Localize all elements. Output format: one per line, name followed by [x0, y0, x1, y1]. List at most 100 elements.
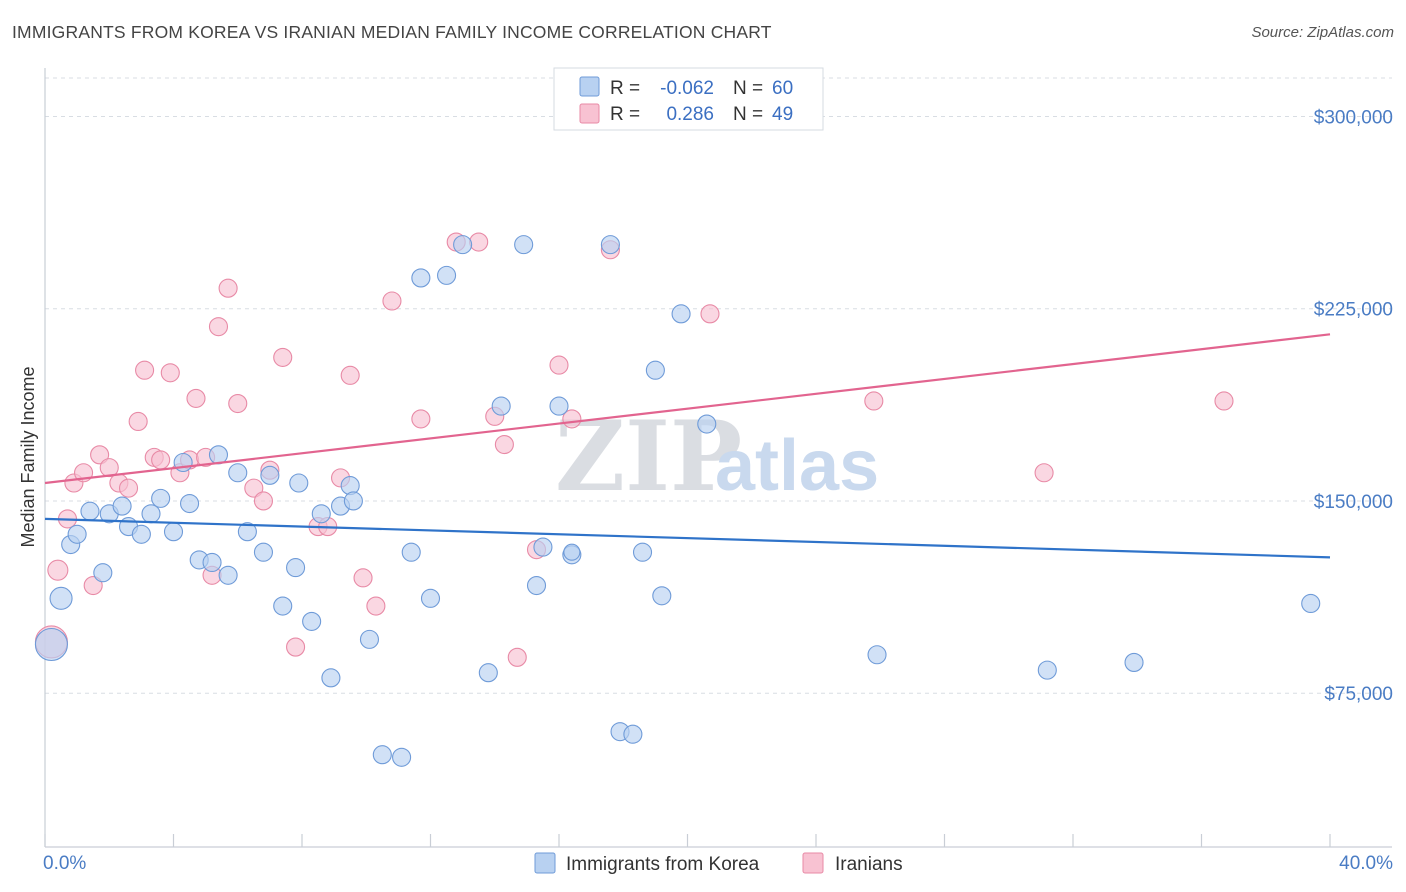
axes — [44, 68, 1392, 848]
iranians-point — [118, 478, 139, 498]
iranians-point — [469, 232, 489, 252]
iranians-point — [1214, 391, 1234, 411]
korea-point — [80, 501, 100, 521]
korea-point — [343, 491, 363, 511]
korea-point — [453, 235, 473, 255]
korea-point — [151, 488, 171, 508]
korea-point — [286, 558, 306, 578]
legend-r-label-korea: R = — [610, 78, 640, 99]
iranians-point — [160, 363, 180, 383]
korea-point — [228, 463, 248, 483]
legend-r-value-korea: -0.062 — [660, 78, 714, 99]
korea-point — [600, 235, 620, 255]
iranians-point — [340, 365, 360, 385]
korea-point — [289, 473, 309, 493]
trend-lines — [44, 333, 1331, 559]
iranians-point — [83, 575, 103, 596]
iranians-point — [382, 291, 402, 311]
watermark-atlas: atlas — [715, 426, 879, 506]
grid-lines — [45, 77, 1392, 694]
x-tick-label-max: 40.0% — [1339, 853, 1393, 874]
korea-point — [93, 563, 113, 583]
korea-point — [491, 396, 511, 416]
korea-point — [697, 414, 717, 434]
iranians-point — [228, 393, 248, 414]
y-tick-label: $150,000 — [1314, 492, 1393, 513]
korea-point — [478, 663, 498, 683]
legend-r-value-iranians: 0.286 — [666, 104, 714, 125]
korea-point — [202, 552, 222, 573]
legend-n-value-korea: 60 — [772, 78, 793, 99]
korea-point — [311, 504, 331, 524]
iranians-point — [151, 450, 171, 470]
iranians-point — [90, 445, 110, 465]
korea-point — [632, 542, 653, 562]
legend-r-label-iranians: R = — [610, 104, 640, 125]
iranians-point — [218, 278, 238, 298]
korea-point — [671, 304, 691, 324]
korea-point — [514, 235, 534, 255]
korea-point — [645, 360, 665, 380]
korea-point — [549, 396, 569, 416]
korea-point — [526, 575, 547, 596]
korea-point — [218, 565, 238, 585]
korea-point — [563, 543, 581, 561]
iranians-point — [47, 559, 69, 581]
korea-point — [1037, 660, 1057, 680]
iranians-point — [353, 568, 373, 588]
y-tick-labels: $75,000 $150,000 $225,000 $300,000 — [1314, 107, 1393, 705]
iranians-point — [507, 647, 527, 667]
korea-trend-line — [44, 517, 1331, 559]
korea-point — [401, 542, 421, 562]
y-tick-label: $75,000 — [1324, 684, 1393, 705]
korea-point — [163, 522, 184, 542]
x-tick-label-min: 0.0% — [43, 853, 86, 874]
legend-bottom: Immigrants from Korea Iranians — [534, 852, 903, 875]
iranians-point — [411, 409, 431, 429]
legend-top: R = -0.062 N = 60 R = 0.286 N = 49 — [553, 67, 824, 131]
korea-point — [273, 596, 293, 616]
iranians-point — [1034, 463, 1054, 483]
iranians-point — [549, 355, 569, 375]
legend-bottom-swatch-iranians — [802, 852, 824, 874]
legend-n-label-korea: N = — [733, 78, 763, 99]
iranians-point — [135, 360, 155, 380]
korea-point — [359, 629, 380, 649]
korea-point — [180, 493, 200, 514]
y-tick-label: $300,000 — [1314, 107, 1393, 128]
iranians-point — [864, 391, 884, 411]
korea-point — [867, 645, 887, 665]
legend-bottom-label-korea: Immigrants from Korea — [566, 854, 760, 875]
legend-swatch-iranians — [579, 103, 600, 124]
korea-point — [49, 586, 73, 610]
korea-point — [623, 724, 643, 744]
iranians-point — [253, 491, 274, 511]
korea-points — [34, 235, 1321, 767]
x-ticks — [44, 834, 1331, 847]
korea-point — [1124, 652, 1144, 672]
iranians-point — [208, 317, 229, 337]
legend-bottom-swatch-korea — [534, 852, 556, 874]
chart-source: Source: ZipAtlas.com — [1251, 24, 1394, 41]
korea-point — [131, 524, 151, 544]
y-tick-label: $225,000 — [1314, 300, 1393, 321]
legend-n-label-iranians: N = — [733, 104, 763, 125]
korea-point — [67, 524, 87, 544]
korea-point — [533, 537, 553, 557]
korea-point — [652, 586, 672, 606]
legend-bottom-label-iranians: Iranians — [835, 854, 903, 875]
korea-point — [340, 476, 360, 496]
korea-point — [34, 627, 68, 662]
korea-point — [392, 747, 412, 767]
iranians-point — [273, 347, 293, 367]
korea-point — [372, 745, 392, 765]
legend-swatch-korea — [579, 76, 600, 97]
iranians-point — [286, 637, 306, 657]
korea-point — [437, 265, 457, 285]
korea-point — [1301, 593, 1321, 614]
korea-point — [253, 542, 274, 562]
korea-point — [260, 465, 280, 485]
y-axis-title: Median Family Income — [18, 366, 38, 547]
iranians-point — [128, 411, 148, 432]
